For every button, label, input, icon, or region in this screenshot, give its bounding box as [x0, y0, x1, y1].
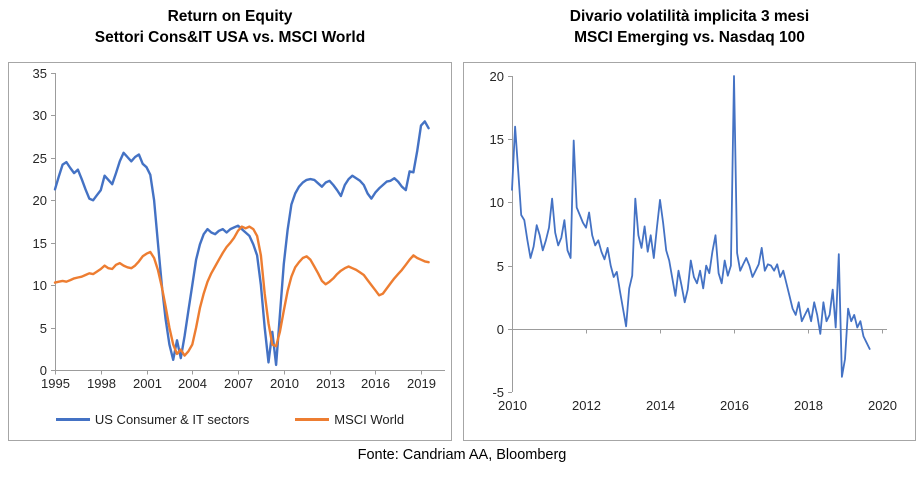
- source-note: Fonte: Candriam AA, Bloomberg: [357, 447, 567, 463]
- svg-text:20: 20: [33, 193, 47, 208]
- svg-text:15: 15: [490, 132, 504, 147]
- svg-text:2013: 2013: [316, 376, 345, 391]
- svg-text:0: 0: [497, 322, 504, 337]
- svg-text:2014: 2014: [646, 398, 675, 413]
- legend-label-us-consumer-it: US Consumer & IT sectors: [94, 412, 250, 427]
- svg-text:2016: 2016: [720, 398, 749, 413]
- left-chart-panel: 0 5 10 15 20 25 30 35 1995 1998 2001 2004 2007 2010 20…: [8, 62, 452, 441]
- svg-text:5: 5: [497, 259, 504, 274]
- svg-text:1998: 1998: [87, 376, 116, 391]
- svg-text:2016: 2016: [361, 376, 390, 391]
- svg-text:15: 15: [33, 236, 47, 251]
- svg-text:2010: 2010: [270, 376, 299, 391]
- svg-text:2019: 2019: [407, 376, 436, 391]
- svg-text:2001: 2001: [133, 376, 162, 391]
- svg-text:10: 10: [490, 195, 504, 210]
- svg-text:2004: 2004: [178, 376, 207, 391]
- svg-text:35: 35: [33, 66, 47, 81]
- legend-line-orange-icon: [295, 418, 330, 421]
- right-chart-plot: -5 0 5 10 15 20 2010 2012 2014 2016 2018 2020: [490, 69, 897, 413]
- right-chart-panel: -5 0 5 10 15 20 2010 2012 2014 2016 2018 2020: [463, 62, 916, 441]
- legend-item-us-consumer-it: US Consumer & IT sectors: [55, 412, 250, 427]
- svg-text:25: 25: [33, 151, 47, 166]
- svg-text:10: 10: [33, 278, 47, 293]
- svg-text:2018: 2018: [794, 398, 823, 413]
- svg-text:30: 30: [33, 108, 47, 123]
- right-chart-title-line2: MSCI Emerging vs. Nasdaq 100: [574, 29, 805, 46]
- legend-line-blue-icon: [55, 418, 90, 421]
- svg-text:0: 0: [40, 363, 47, 378]
- svg-text:1995: 1995: [41, 376, 70, 391]
- right-chart-title: Divario volatilità implicita 3 mesi MSCI…: [463, 6, 916, 48]
- svg-text:2020: 2020: [868, 398, 897, 413]
- left-chart-plot: 0 5 10 15 20 25 30 35 1995 1998 2001 2004 2007 2010 20…: [33, 66, 445, 391]
- svg-text:2007: 2007: [224, 376, 253, 391]
- right-chart-title-line1: Divario volatilità implicita 3 mesi: [569, 8, 810, 25]
- left-chart-title-line2: Settori Cons&IT USA vs. MSCI World: [94, 29, 366, 46]
- svg-text:20: 20: [490, 69, 504, 84]
- left-chart-title-line1: Return on Equity: [167, 8, 293, 25]
- svg-text:2010: 2010: [498, 398, 527, 413]
- svg-text:-5: -5: [492, 385, 504, 400]
- left-chart-legend: US Consumer & IT sectors MSCI World: [9, 412, 451, 427]
- legend-label-msci-world: MSCI World: [334, 412, 405, 427]
- legend-item-msci-world: MSCI World: [295, 412, 404, 427]
- svg-text:5: 5: [40, 321, 47, 336]
- left-chart-title: Return on Equity Settori Cons&IT USA vs.…: [8, 6, 452, 48]
- svg-text:2012: 2012: [572, 398, 601, 413]
